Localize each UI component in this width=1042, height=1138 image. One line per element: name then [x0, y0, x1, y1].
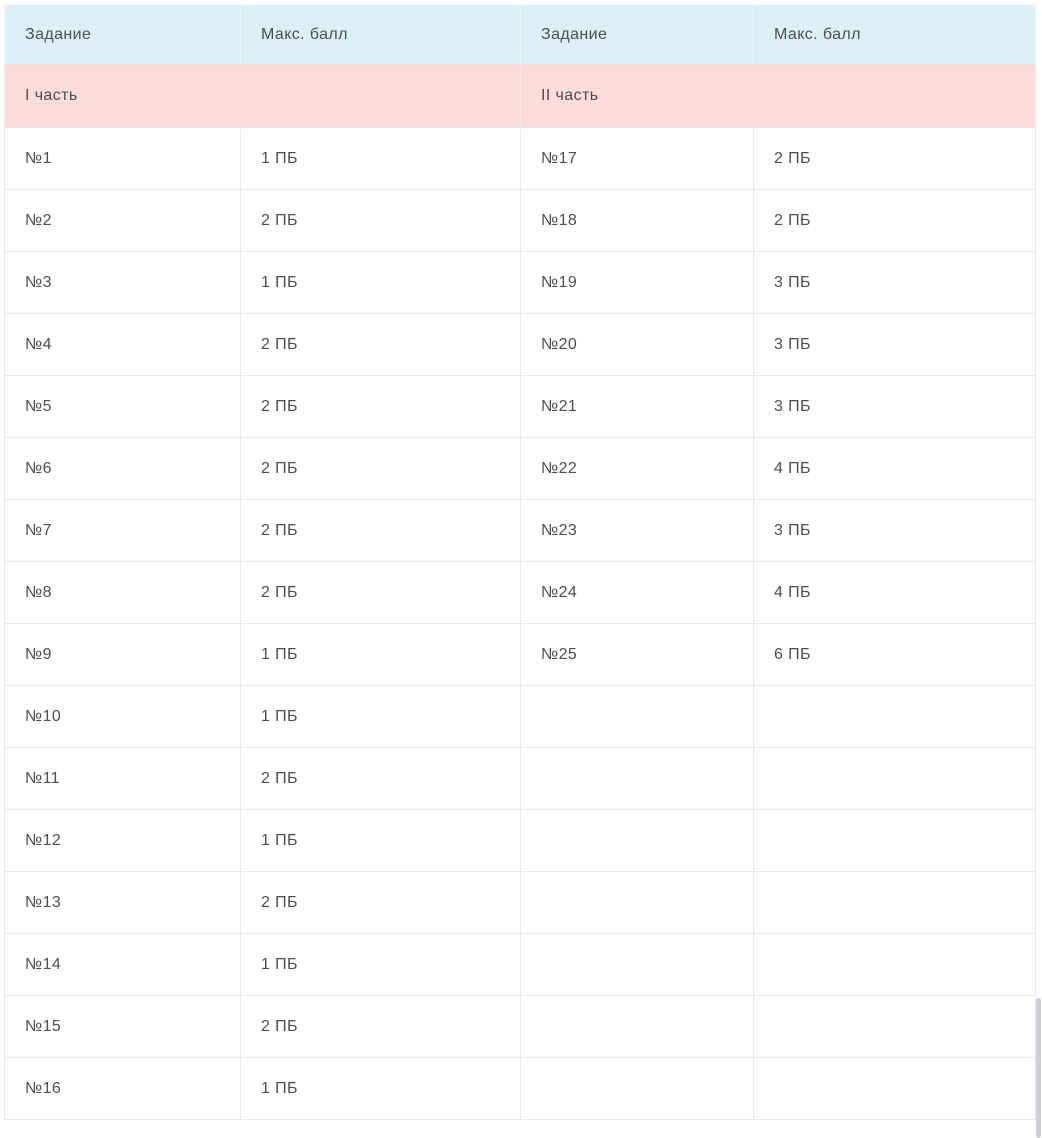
- score-cell: [753, 871, 1036, 934]
- part-divider-row: I часть II часть: [4, 64, 1036, 128]
- score-cell: [753, 1057, 1036, 1120]
- task-cell: №3: [4, 251, 241, 314]
- score-cell: 2 ПБ: [240, 499, 521, 562]
- task-cell: №24: [520, 561, 754, 624]
- task-cell: №1: [4, 127, 241, 190]
- task-cell: [520, 747, 754, 810]
- score-cell: 2 ПБ: [240, 747, 521, 810]
- table-row: №6 2 ПБ №22 4 ПБ: [4, 437, 1036, 500]
- task-cell: [520, 933, 754, 996]
- part-label-2: II часть: [520, 64, 1036, 128]
- score-cell: 1 ПБ: [240, 685, 521, 748]
- task-cell: №17: [520, 127, 754, 190]
- task-cell: №4: [4, 313, 241, 376]
- column-header-score-right: Макс. балл: [753, 4, 1036, 65]
- table-row: №12 1 ПБ: [4, 809, 1036, 872]
- score-cell: [753, 809, 1036, 872]
- task-cell: №15: [4, 995, 241, 1058]
- score-cell: 6 ПБ: [753, 623, 1036, 686]
- table-row: №4 2 ПБ №20 3 ПБ: [4, 313, 1036, 376]
- task-cell: №14: [4, 933, 241, 996]
- task-cell: [520, 685, 754, 748]
- task-cell: №18: [520, 189, 754, 252]
- task-cell: №2: [4, 189, 241, 252]
- score-cell: 2 ПБ: [240, 561, 521, 624]
- table-row: №16 1 ПБ: [4, 1057, 1036, 1120]
- table-row: №5 2 ПБ №21 3 ПБ: [4, 375, 1036, 438]
- task-cell: №7: [4, 499, 241, 562]
- task-cell: №12: [4, 809, 241, 872]
- table-row: №10 1 ПБ: [4, 685, 1036, 748]
- score-cell: 1 ПБ: [240, 127, 521, 190]
- table-row: №3 1 ПБ №19 3 ПБ: [4, 251, 1036, 314]
- score-cell: 2 ПБ: [240, 375, 521, 438]
- score-cell: 2 ПБ: [240, 313, 521, 376]
- vertical-scrollbar-thumb[interactable]: [1036, 998, 1041, 1138]
- task-cell: №10: [4, 685, 241, 748]
- part-label-1: I часть: [4, 64, 521, 128]
- score-cell: 1 ПБ: [240, 251, 521, 314]
- table-row: №13 2 ПБ: [4, 871, 1036, 934]
- task-cell: №22: [520, 437, 754, 500]
- task-cell: №5: [4, 375, 241, 438]
- score-cell: 2 ПБ: [753, 127, 1036, 190]
- score-cell: 3 ПБ: [753, 251, 1036, 314]
- table-row: №15 2 ПБ: [4, 995, 1036, 1058]
- task-cell: [520, 809, 754, 872]
- task-cell: №13: [4, 871, 241, 934]
- score-cell: 4 ПБ: [753, 437, 1036, 500]
- task-cell: №6: [4, 437, 241, 500]
- table-row: №14 1 ПБ: [4, 933, 1036, 996]
- score-cell: 2 ПБ: [240, 871, 521, 934]
- column-header-task-right: Задание: [520, 4, 754, 65]
- header-row: Задание Макс. балл Задание Макс. балл: [4, 4, 1036, 65]
- task-cell: №20: [520, 313, 754, 376]
- score-cell: 1 ПБ: [240, 623, 521, 686]
- score-cell: 2 ПБ: [240, 995, 521, 1058]
- score-table: Задание Макс. балл Задание Макс. балл I …: [4, 4, 1036, 1120]
- score-cell: 2 ПБ: [240, 189, 521, 252]
- table-row: №7 2 ПБ №23 3 ПБ: [4, 499, 1036, 562]
- score-cell: 1 ПБ: [240, 809, 521, 872]
- task-cell: №9: [4, 623, 241, 686]
- task-cell: [520, 995, 754, 1058]
- table-row: №2 2 ПБ №18 2 ПБ: [4, 189, 1036, 252]
- score-cell: [753, 933, 1036, 996]
- table-row: №11 2 ПБ: [4, 747, 1036, 810]
- score-cell: 1 ПБ: [240, 1057, 521, 1120]
- score-cell: [753, 685, 1036, 748]
- task-cell: №19: [520, 251, 754, 314]
- table-row: №9 1 ПБ №25 6 ПБ: [4, 623, 1036, 686]
- score-cell: 2 ПБ: [240, 437, 521, 500]
- task-cell: [520, 1057, 754, 1120]
- score-cell: 2 ПБ: [753, 189, 1036, 252]
- task-cell: №11: [4, 747, 241, 810]
- column-header-score-left: Макс. балл: [240, 4, 521, 65]
- score-cell: [753, 747, 1036, 810]
- task-cell: [520, 871, 754, 934]
- task-cell: №16: [4, 1057, 241, 1120]
- table-row: №8 2 ПБ №24 4 ПБ: [4, 561, 1036, 624]
- column-header-task-left: Задание: [4, 4, 241, 65]
- task-cell: №25: [520, 623, 754, 686]
- task-cell: №21: [520, 375, 754, 438]
- score-cell: 3 ПБ: [753, 499, 1036, 562]
- score-cell: 3 ПБ: [753, 375, 1036, 438]
- score-cell: 3 ПБ: [753, 313, 1036, 376]
- task-cell: №8: [4, 561, 241, 624]
- score-cell: 1 ПБ: [240, 933, 521, 996]
- score-cell: 4 ПБ: [753, 561, 1036, 624]
- table-row: №1 1 ПБ №17 2 ПБ: [4, 127, 1036, 190]
- score-cell: [753, 995, 1036, 1058]
- task-cell: №23: [520, 499, 754, 562]
- score-table-container: Задание Макс. балл Задание Макс. балл I …: [4, 4, 1036, 1120]
